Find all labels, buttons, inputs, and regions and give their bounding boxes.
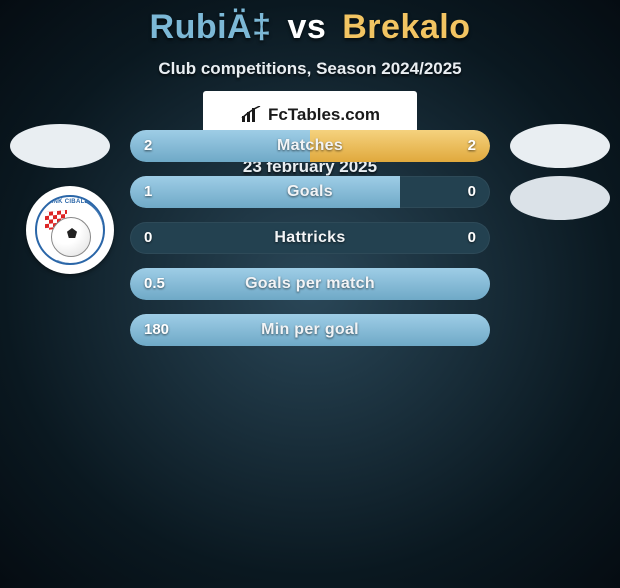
comparison-title: RubiÄ‡ vs Brekalo bbox=[0, 8, 620, 47]
stat-value-right: 0 bbox=[468, 222, 476, 254]
player1-club-logo: HNK CIBALIA bbox=[26, 186, 114, 274]
stat-row: 180Min per goal bbox=[130, 314, 490, 346]
stat-value-right: 2 bbox=[468, 130, 476, 162]
stat-label: Min per goal bbox=[130, 314, 490, 346]
stats-container: 2Matches21Goals00Hattricks00.5Goals per … bbox=[130, 130, 490, 360]
club-logo-swoosh bbox=[35, 195, 105, 265]
stat-label: Goals per match bbox=[130, 268, 490, 300]
chart-icon bbox=[240, 106, 262, 124]
club-logo-inner: HNK CIBALIA bbox=[35, 195, 105, 265]
player2-badge-placeholder-1 bbox=[510, 124, 610, 168]
stat-row: 0Hattricks0 bbox=[130, 222, 490, 254]
stat-row: 2Matches2 bbox=[130, 130, 490, 162]
player2-badge-placeholder-2 bbox=[510, 176, 610, 220]
brand-text: FcTables.com bbox=[268, 105, 380, 125]
vs-label: vs bbox=[287, 8, 326, 46]
player2-name: Brekalo bbox=[342, 8, 470, 46]
stat-value-right: 0 bbox=[468, 176, 476, 208]
stat-row: 0.5Goals per match bbox=[130, 268, 490, 300]
stat-label: Goals bbox=[130, 176, 490, 208]
player1-name: RubiÄ‡ bbox=[150, 8, 272, 46]
stat-label: Matches bbox=[130, 130, 490, 162]
stat-label: Hattricks bbox=[130, 222, 490, 254]
player1-badge-placeholder bbox=[10, 124, 110, 168]
stat-row: 1Goals0 bbox=[130, 176, 490, 208]
subtitle: Club competitions, Season 2024/2025 bbox=[0, 59, 620, 79]
